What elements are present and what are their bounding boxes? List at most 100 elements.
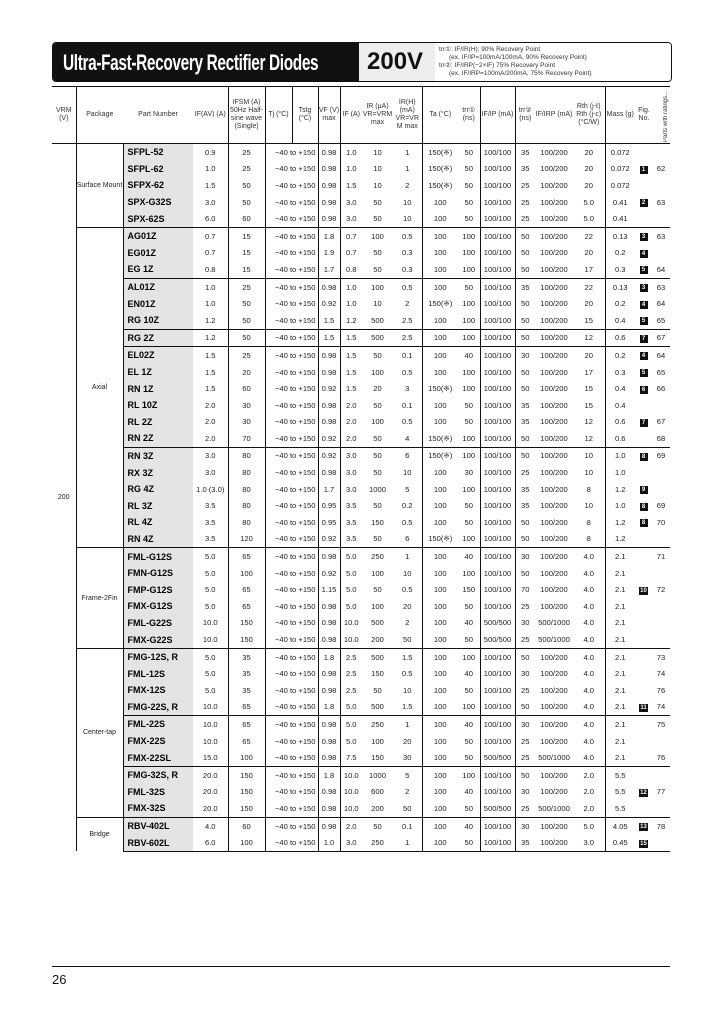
header-mass: Mass (g) (604, 86, 635, 144)
header-if: IF (A) (339, 86, 362, 144)
irh-value: 0.5 (393, 226, 422, 245)
ifirp-value: 100/200 (540, 417, 568, 427)
ifip-value: 100/100 (479, 715, 515, 733)
fig-number: 69 (652, 446, 670, 465)
trr1-value: 100 (462, 568, 476, 578)
table-row: RL 4Z 3.5 80 −40 to +150 0.95 3.5 150 0.5 100 50 1… (52, 514, 670, 531)
ir-value: 250 (362, 834, 393, 852)
if-value: 2.0 (339, 396, 362, 414)
fig-number (652, 245, 670, 262)
note-line: (ex. IF/IP=100mA/100mA, 90% Recovery Poi… (449, 54, 587, 61)
trr1-value: 150 (462, 585, 476, 595)
tj-tstg-value: −40 to +150 (264, 834, 318, 852)
ifsm-value: 25 (227, 346, 265, 364)
table-row: RN 3Z 3.0 80 −40 to +150 0.92 3.0 50 6 150(※) 100… (52, 446, 670, 465)
table-row: FML-22S 10.0 65 −40 to +150 0.98 5.0 250 1 100 40… (52, 715, 670, 733)
ta-value: 100 (421, 480, 458, 498)
part-number: SFPX-62 (123, 177, 193, 194)
tj-tstg-value: −40 to +150 (264, 765, 318, 784)
irh-value: 1 (405, 164, 410, 174)
vf-value: 1.7 (317, 261, 340, 279)
ifirp-value: 100/200 (540, 315, 568, 325)
trr1-value: 100 (462, 264, 476, 274)
if-value: 3.0 (339, 480, 362, 498)
fig-cell: 10 (635, 581, 652, 598)
ta-value: 100 (421, 564, 458, 582)
ir-value: 150 (371, 669, 384, 679)
fig-number: 74 (656, 702, 666, 712)
irh-value: 1.5 (401, 702, 413, 712)
irh-value: 2 (405, 787, 410, 797)
header-rth: Rth (j-ℓ) Rth (j-c) (°C/W) (573, 86, 605, 144)
ifsm-value: 150 (227, 765, 265, 784)
io-value: 1.2 (193, 328, 228, 347)
irh-value: 20 (403, 736, 412, 746)
trr1-value: 40 (458, 346, 480, 364)
io-value: 0.7 (193, 226, 228, 245)
header-if-ip: IF/IP (mA) (479, 86, 515, 144)
io-value: 5.0 (193, 547, 228, 565)
vf-value: 0.98 (317, 193, 340, 211)
mass-value: 0.6 (604, 413, 635, 431)
ir-value: 250 (362, 715, 393, 733)
irh-value: 10 (403, 197, 412, 207)
ifip-value: 100/100 (479, 698, 515, 716)
trr1-value: 40 (464, 618, 473, 628)
mass-value: 0.072 (604, 160, 635, 178)
irh-value: 0.1 (401, 400, 413, 410)
fig-number: 67 (656, 417, 666, 427)
vf-value: 0.98 (317, 665, 340, 682)
figure-badge-icon: 1 (639, 165, 648, 174)
table-row: 200 Surface Mount SFPL-52 0.9 25 −40 to +150 0… (52, 143, 670, 852)
ir-value: 10 (373, 147, 382, 157)
ifsm-value: 150 (227, 614, 265, 632)
ifirp-value: 100/200 (540, 568, 568, 578)
rth-value: 4.0 (583, 685, 595, 695)
io-value: 10.0 (202, 618, 218, 628)
mass-value: 1.0 (604, 464, 635, 481)
header-tj: Tj (°C) (264, 86, 292, 144)
ifsm-value: 65 (227, 715, 265, 733)
tj-tstg-value: −40 to +150 (264, 430, 318, 448)
tj-tstg-value: −40 to +150 (264, 749, 318, 767)
if-value: 7.5 (339, 749, 362, 767)
irh-value: 0.3 (401, 264, 413, 274)
ta-value: 100 (421, 346, 458, 364)
table-row: EG01Z 0.7 15 −40 to +150 1.9 0.7 50 0.3 100 100 10… (52, 244, 670, 262)
trr1-value: 100 (462, 248, 476, 258)
ifip-value: 100/100 (479, 177, 515, 194)
ifsm-value: 80 (227, 514, 265, 531)
fig-number (652, 834, 670, 852)
trr2-value: 50 (514, 261, 535, 279)
fig-number (652, 397, 670, 414)
io-value: 5.0 (204, 568, 216, 578)
ifip-value: 100/100 (479, 581, 515, 599)
fig-number: 74 (656, 669, 666, 679)
ifirp-value: 100/200 (540, 601, 568, 611)
ir-value: 50 (362, 816, 393, 835)
io-value: 10.0 (202, 736, 218, 746)
rth-value: 10 (584, 501, 593, 511)
fig-number: 64 (656, 299, 666, 309)
ifip-value: 100/100 (479, 665, 515, 682)
tj-tstg-value: −40 to +150 (264, 783, 318, 801)
vf-value: 0.92 (317, 564, 340, 582)
ir-value: 100 (371, 417, 384, 427)
io-value: 15.0 (202, 753, 218, 763)
vf-value: 0.92 (317, 430, 340, 448)
figure-badge-icon: 3 (639, 233, 648, 242)
trr2-value: 30 (514, 547, 535, 565)
vf-value: 1.5 (317, 311, 340, 330)
part-number: FMG-12S, R (123, 647, 193, 666)
if-value: 3.5 (339, 514, 362, 531)
part-number: RL 3Z (123, 497, 193, 515)
header-trr1: trr① (ns) (458, 86, 480, 144)
rth-value: 22 (573, 226, 605, 245)
if-value: 5.0 (339, 564, 362, 582)
ta-value: 100 (421, 363, 458, 381)
fig-number (652, 733, 670, 750)
fig-number (652, 144, 670, 161)
tj-tstg-value: −40 to +150 (264, 380, 318, 397)
ifip-value: 100/100 (479, 328, 515, 347)
io-value: 1.0 (204, 299, 216, 309)
